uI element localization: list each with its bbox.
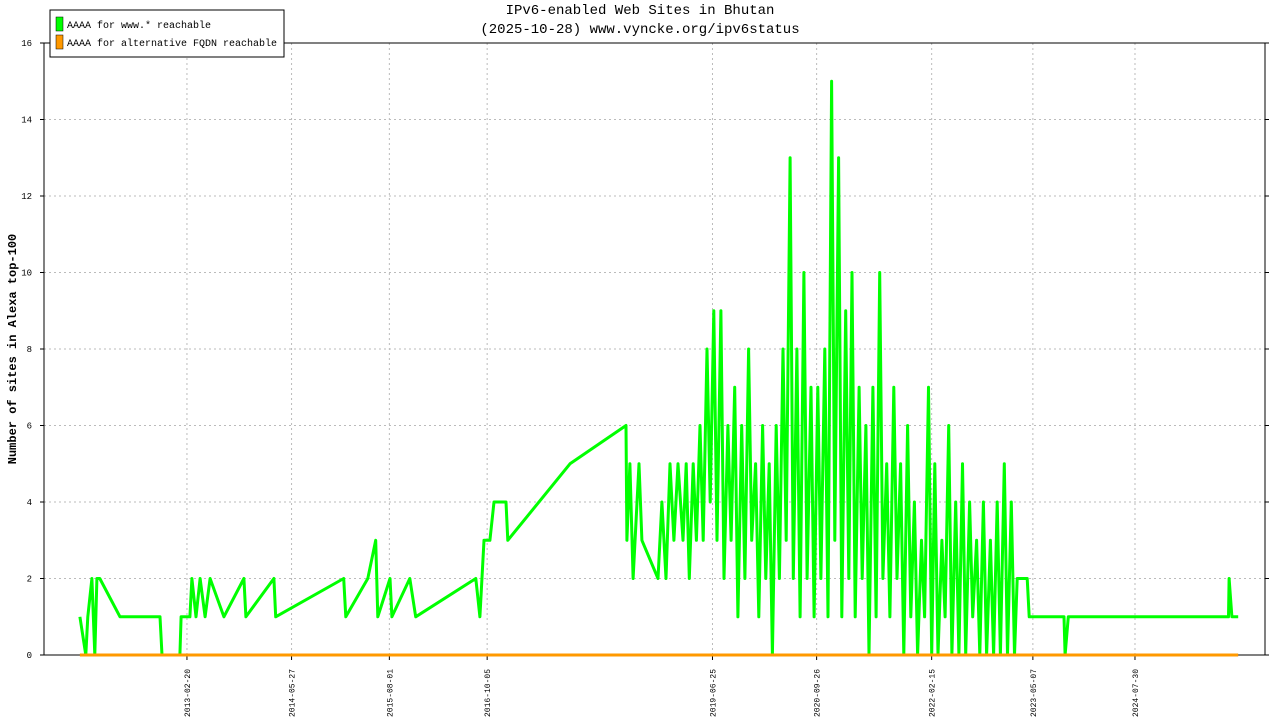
y-tick-label: 2 <box>27 575 32 585</box>
y-tick-label: 6 <box>27 422 32 432</box>
y-tick-label: 0 <box>27 651 32 661</box>
y-tick-label: 8 <box>27 345 32 355</box>
x-tick-label: 2023-05-07 <box>1030 669 1039 717</box>
x-tick-label: 2019-06-25 <box>709 669 718 717</box>
x-tick-label: 2022-02-15 <box>929 669 938 717</box>
x-tick-label: 2013-02-20 <box>184 669 193 717</box>
legend-box <box>49 9 285 58</box>
y-tick-label: 10 <box>21 269 32 279</box>
y-tick-label: 14 <box>21 116 32 126</box>
y-tick-label: 12 <box>21 192 32 202</box>
x-tick-label: 2015-08-01 <box>386 669 395 717</box>
x-tick-label: 2024-07-30 <box>1132 669 1141 717</box>
x-tick-label: 2014-05-27 <box>289 669 298 717</box>
x-tick-label: 2020-09-26 <box>814 669 823 717</box>
x-tick-label: 2016-10-05 <box>484 669 493 717</box>
y-axis-label: Number of sites in Alexa top-100 <box>6 234 20 464</box>
data-line <box>78 79 1239 657</box>
y-tick-label: 4 <box>27 498 32 508</box>
y-tick-label: 16 <box>21 39 32 49</box>
legend-label: AAAA for alternative FQDN reachable <box>67 38 277 50</box>
legend-label: AAAA for www.* reachable <box>67 20 211 32</box>
chart-subtitle: (2025-10-28) www.vyncke.org/ipv6status <box>480 22 799 38</box>
legend-swatch <box>55 34 64 50</box>
chart-title: IPv6-enabled Web Sites in Bhutan <box>506 3 775 19</box>
legend-swatch <box>55 16 64 32</box>
legend: AAAA for www.* reachable AAAA for alterna… <box>49 9 285 58</box>
